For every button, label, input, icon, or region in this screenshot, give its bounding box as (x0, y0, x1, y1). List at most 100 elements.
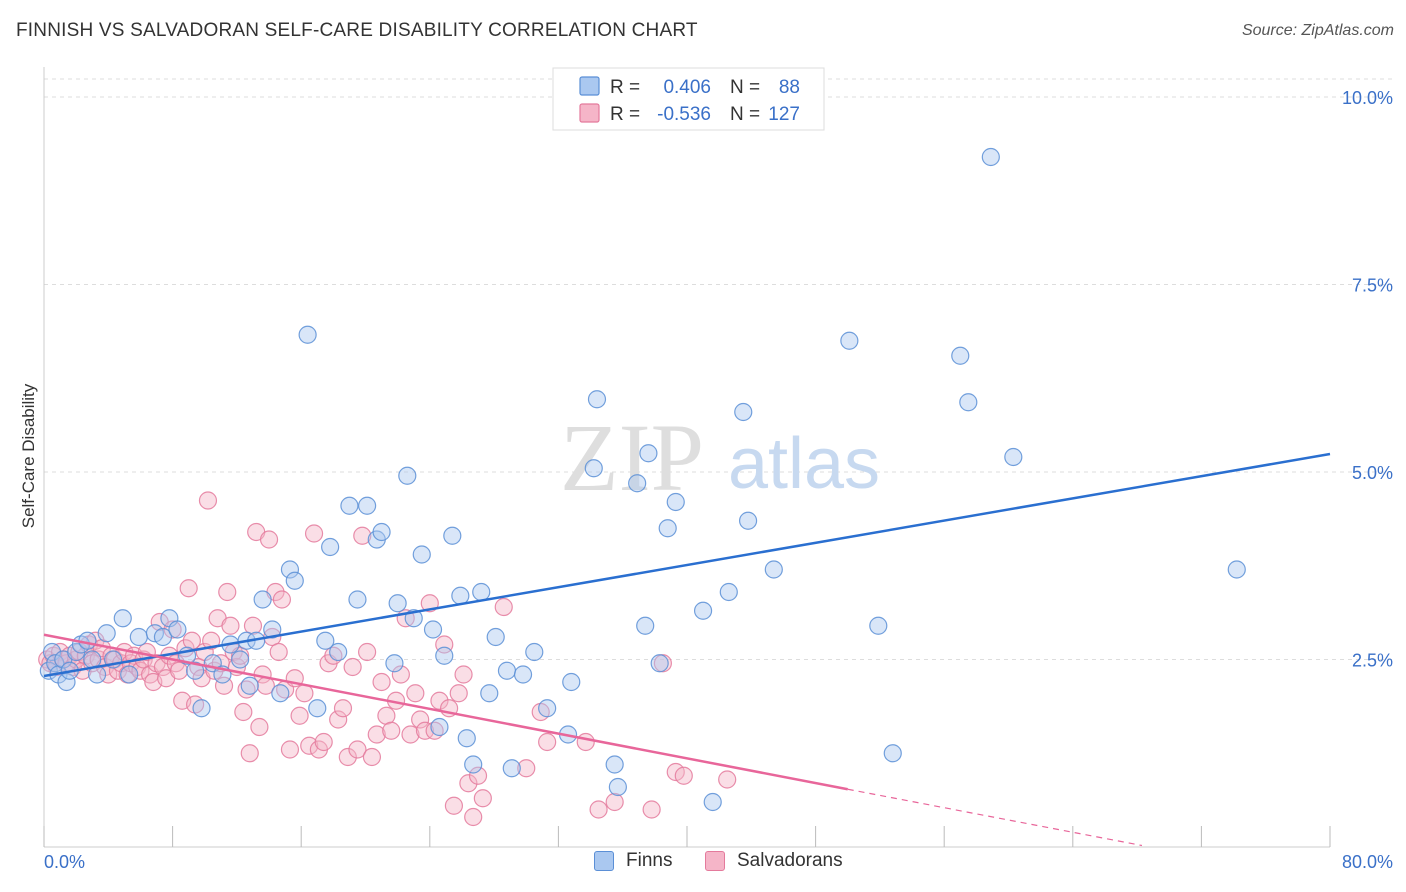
finns-point-79 (703, 792, 722, 812)
salvadorans-point-82 (314, 732, 333, 752)
finns-point-59 (480, 684, 499, 703)
legend-n-label-salvadorans: N = (730, 104, 760, 125)
finns-point-88 (959, 393, 978, 412)
salvadorans-point-100 (401, 725, 420, 744)
finns-point-58 (472, 582, 491, 602)
finns-point-16 (129, 627, 148, 647)
finns-point-22 (186, 661, 205, 680)
finns-point-50 (412, 545, 431, 564)
legend-label-salvadorans: Salvadorans (737, 850, 843, 871)
finns-point-45 (372, 522, 391, 542)
salvadorans-points (38, 491, 737, 827)
finns-point-86 (883, 744, 902, 763)
salvadorans-point-87 (338, 747, 357, 767)
finns-point-34 (280, 560, 300, 579)
legend-n-label-finns: N = (730, 77, 760, 98)
legend-swatch-salvadorans (579, 103, 600, 123)
finns-point-91 (1227, 560, 1246, 579)
legend-item-salvadorans: Salvadorans (705, 850, 843, 872)
salvadorans-point-79 (300, 736, 319, 755)
finns-point-47 (388, 594, 407, 613)
y-tick-label-0: 2.5% (1352, 651, 1393, 671)
salvadorans-point-111 (454, 665, 473, 684)
finns-point-75 (650, 654, 669, 673)
salvadorans-point-64 (243, 616, 263, 635)
trend-lines (43, 452, 1331, 847)
y-tick-label-3: 10.0% (1342, 88, 1393, 108)
salvadorans-point-98 (391, 665, 410, 684)
salvadorans-point-69 (259, 530, 279, 549)
legend-r-value-finns: 0.406 (663, 77, 711, 98)
salvadorans-point-57 (221, 616, 240, 635)
finns-point-63 (513, 665, 533, 684)
x-tick-label-max: 80.0% (1342, 852, 1393, 872)
salvadorans-point-73 (272, 590, 292, 609)
source-label: Source: ZipAtlas.com (1241, 22, 1394, 39)
top-legend: R = 0.406 N = 88 R = -0.536 N = 127 (552, 67, 825, 131)
salvadorans-point-91 (358, 642, 377, 662)
finns-point-84 (840, 331, 859, 350)
x-tick-label-min: 0.0% (44, 852, 85, 872)
finns-point-46 (385, 654, 404, 673)
salvadorans-point-39 (163, 620, 182, 639)
finns-point-55 (451, 586, 470, 605)
finns-point-69 (587, 390, 607, 409)
finns-point-80 (719, 582, 738, 602)
finns-point-37 (308, 699, 327, 718)
finns-point-72 (628, 474, 647, 493)
finns-point-40 (329, 642, 348, 662)
salvadorans-point-41 (169, 661, 189, 680)
finns-point-64 (525, 642, 544, 662)
watermark-atlas: atlas (728, 424, 880, 504)
salvadorans-point-116 (494, 597, 513, 617)
finns-point-36 (298, 325, 317, 344)
finns-point-73 (636, 616, 655, 635)
salvadorans-trend-line (43, 633, 848, 791)
salvadorans-point-112 (459, 774, 478, 793)
finns-point-74 (639, 444, 658, 463)
salvadorans-point-77 (290, 706, 309, 725)
salvadorans-point-117 (517, 759, 536, 778)
legend-label-finns: Finns (626, 850, 673, 871)
salvadorans-point-93 (367, 725, 386, 744)
finns-point-76 (658, 519, 677, 538)
salvadorans-point-86 (333, 699, 353, 718)
watermark: ZIP atlas (560, 404, 880, 511)
finns-point-18 (153, 627, 173, 647)
finns-point-32 (263, 620, 282, 639)
finns-point-48 (398, 466, 417, 485)
salvadorans-point-119 (538, 732, 557, 752)
salvadorans-point-88 (343, 657, 362, 677)
y-tick-label-1: 5.0% (1352, 463, 1393, 483)
finns-point-41 (340, 496, 359, 515)
finns-point-14 (113, 609, 132, 628)
salvadorans-point-102 (411, 710, 430, 729)
finns-point-85 (869, 616, 888, 635)
finns-point-35 (285, 571, 304, 590)
salvadorans-point-55 (214, 676, 234, 695)
bottom-legend: Finns Salvadorans (0, 850, 1406, 880)
legend-swatch-salvadorans (705, 851, 725, 871)
salvadorans-point-123 (642, 800, 661, 819)
salvadorans-point-92 (362, 747, 382, 767)
finns-point-70 (605, 755, 624, 774)
salvadorans-trend-extension (847, 788, 1143, 847)
salvadorans-point-66 (250, 717, 269, 737)
finns-point-31 (253, 590, 272, 609)
salvadorans-point-115 (473, 789, 492, 808)
finns-point-51 (423, 620, 443, 639)
finns-point-61 (497, 661, 517, 680)
finns-point-62 (502, 759, 521, 778)
salvadorans-point-95 (377, 706, 396, 725)
grid-lines (44, 78, 1393, 660)
finns-point-53 (435, 646, 454, 665)
salvadorans-point-94 (372, 672, 391, 692)
salvadorans-point-80 (304, 524, 324, 543)
finns-point-43 (358, 496, 377, 515)
finns-point-20 (168, 620, 187, 639)
legend-n-value-salvadorans: 127 (768, 104, 800, 125)
finns-point-67 (562, 672, 581, 692)
axes (43, 67, 1331, 848)
watermark-zip: ZIP (560, 404, 704, 511)
